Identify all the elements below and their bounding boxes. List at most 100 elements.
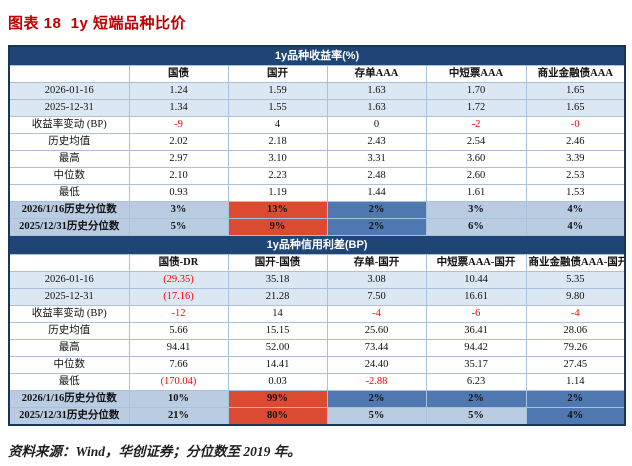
value-cell: 2.43: [326, 133, 427, 151]
value-cell: 1.59: [227, 82, 328, 100]
value-cell: 5%: [425, 407, 527, 426]
value-cell: 1.19: [227, 184, 328, 202]
value-cell: 3.39: [525, 150, 626, 168]
value-cell: (170.04): [128, 373, 229, 391]
value-cell: 27.45: [525, 356, 626, 374]
value-cell: 21%: [128, 407, 229, 426]
value-cell: 3.08: [326, 271, 427, 289]
value-cell: 9.80: [525, 288, 626, 306]
row-label: 历史均值: [8, 322, 130, 340]
value-cell: 7.66: [128, 356, 229, 374]
row-label: 2025/12/31历史分位数: [8, 407, 130, 426]
row-label: 最高: [8, 150, 130, 168]
value-cell: 3%: [128, 201, 229, 219]
value-cell: 0.03: [227, 373, 328, 391]
table-row: 收益率变动 (BP) -12 14 -4 -6 -4: [8, 305, 626, 323]
value-cell: -12: [128, 305, 229, 323]
value-cell: 24.40: [326, 356, 427, 374]
column-header: 中短票AAA: [425, 65, 527, 83]
value-cell: 94.42: [425, 339, 527, 357]
value-cell: 3.10: [227, 150, 328, 168]
value-cell: 5.35: [525, 271, 626, 289]
value-cell: 4%: [525, 407, 626, 426]
value-cell: 1.34: [128, 99, 229, 117]
value-cell: 10.44: [425, 271, 527, 289]
column-header: 国债-DR: [128, 254, 229, 272]
value-cell: 1.44: [326, 184, 427, 202]
table-row: 最高 2.97 3.10 3.31 3.60 3.39: [8, 150, 626, 168]
row-label: 2025-12-31: [8, 288, 130, 306]
row-label: 最低: [8, 373, 130, 391]
row-label: 2025-12-31: [8, 99, 130, 117]
value-cell: 2%: [326, 390, 427, 408]
row-label: 2026-01-16: [8, 82, 130, 100]
value-cell: 9%: [227, 218, 328, 236]
value-cell: 1.65: [525, 99, 626, 117]
section-title: 1y品种收益率(%): [8, 45, 626, 66]
table-row: 最低 (170.04) 0.03 -2.88 6.23 1.14: [8, 373, 626, 391]
value-cell: 4%: [525, 218, 626, 236]
value-cell: 16.61: [425, 288, 527, 306]
value-cell: 25.60: [326, 322, 427, 340]
value-cell: 14.41: [227, 356, 328, 374]
section-title: 1y品种信用利差(BP): [8, 235, 626, 255]
source-note: 资料来源：Wind，华创证券；分位数至 2019 年。: [8, 444, 301, 459]
table-row: 2025-12-31 1.34 1.55 1.63 1.72 1.65: [8, 99, 626, 117]
comparison-table: 1y品种收益率(%) 国债 国开 存单AAA 中短票AAA 商业金融债AAA 2026-01…: [8, 45, 627, 426]
value-cell: 2.60: [425, 167, 527, 185]
value-cell: -6: [425, 305, 527, 323]
value-cell: 99%: [227, 390, 328, 408]
value-cell: -2.88: [326, 373, 427, 391]
section-header-row: 1y品种信用利差(BP): [8, 235, 626, 255]
value-cell: 35.18: [227, 271, 328, 289]
row-label: 最高: [8, 339, 130, 357]
column-header-row: 国债 国开 存单AAA 中短票AAA 商业金融债AAA: [8, 65, 626, 83]
row-label: 最低: [8, 184, 130, 202]
column-header: 存单-国开: [326, 254, 427, 272]
row-label: 2025/12/31历史分位数: [8, 218, 130, 236]
row-label: 中位数: [8, 356, 130, 374]
row-label: 收益率变动 (BP): [8, 305, 130, 323]
column-header: 中短票AAA-国开: [425, 254, 527, 272]
value-cell: 73.44: [326, 339, 427, 357]
row-label: 历史均值: [8, 133, 130, 151]
value-cell: 2.48: [326, 167, 427, 185]
value-cell: 2.46: [525, 133, 626, 151]
value-cell: 0.93: [128, 184, 229, 202]
value-cell: 28.06: [525, 322, 626, 340]
value-cell: 4%: [525, 201, 626, 219]
row-label: 2026/1/16历史分位数: [8, 390, 130, 408]
value-cell: 5%: [326, 407, 427, 426]
value-cell: 1.65: [525, 82, 626, 100]
value-cell: -0: [525, 116, 626, 134]
value-cell: 80%: [227, 407, 328, 426]
table-row: 收益率变动 (BP) -9 4 0 -2 -0: [8, 116, 626, 134]
value-cell: 36.41: [425, 322, 527, 340]
section-header-row: 1y品种收益率(%): [8, 45, 626, 66]
column-header: 国债: [128, 65, 229, 83]
value-cell: 94.41: [128, 339, 229, 357]
value-cell: -4: [525, 305, 626, 323]
value-cell: 2.10: [128, 167, 229, 185]
value-cell: (17.16): [128, 288, 229, 306]
value-cell: 35.17: [425, 356, 527, 374]
value-cell: 52.00: [227, 339, 328, 357]
value-cell: (29.35): [128, 271, 229, 289]
value-cell: 1.61: [425, 184, 527, 202]
value-cell: 10%: [128, 390, 229, 408]
figure-title: 图表 18 1y 短端品种比价: [8, 15, 187, 32]
column-header: 商业金融债AAA: [525, 65, 626, 83]
value-cell: 2.54: [425, 133, 527, 151]
value-cell: 1.63: [326, 99, 427, 117]
value-cell: 2%: [425, 390, 527, 408]
value-cell: 2.23: [227, 167, 328, 185]
value-cell: 1.63: [326, 82, 427, 100]
row-label: 收益率变动 (BP): [8, 116, 130, 134]
value-cell: -2: [425, 116, 527, 134]
value-cell: 79.26: [525, 339, 626, 357]
table-row: 历史均值 5.66 15.15 25.60 36.41 28.06: [8, 322, 626, 340]
column-header: 国开-国债: [227, 254, 328, 272]
value-cell: 14: [227, 305, 328, 323]
value-cell: 3.31: [326, 150, 427, 168]
